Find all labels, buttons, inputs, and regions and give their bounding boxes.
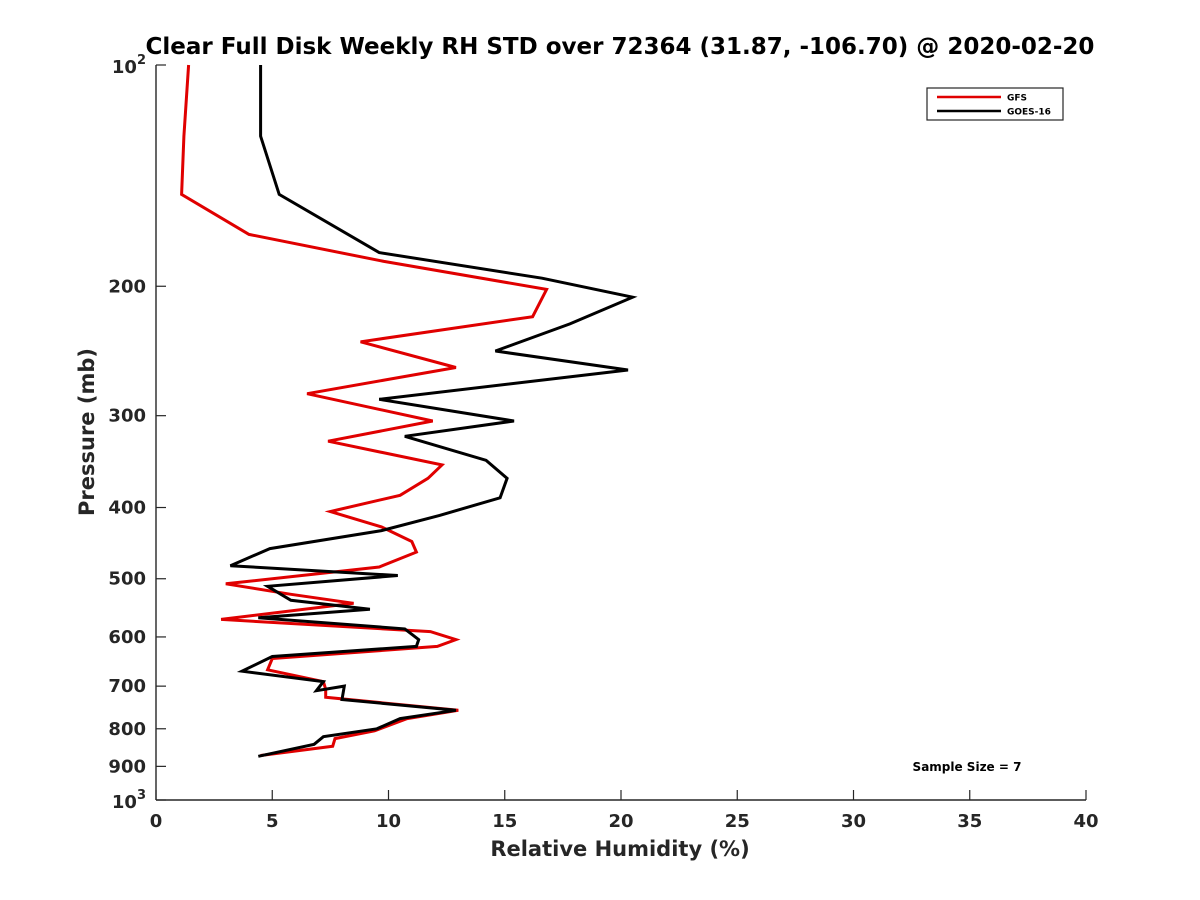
y-tick-label: 200 (108, 276, 146, 297)
x-tick-label: 25 (725, 811, 750, 832)
y-tick-label: 600 (108, 627, 146, 648)
y-tick-label: 103 (112, 788, 146, 813)
axes (155, 65, 1086, 801)
x-tick-label: 5 (266, 811, 279, 832)
x-tick-label: 15 (492, 811, 517, 832)
y-tick-label: 700 (108, 676, 146, 697)
series-line-goes-16 (229, 65, 638, 758)
y-axis-label: Pressure (mb) (75, 348, 99, 516)
y-tick-label: 500 (108, 569, 146, 590)
y-tick-label: 400 (108, 498, 146, 519)
y-tick-label: 300 (108, 406, 146, 427)
chart-title: Clear Full Disk Weekly RH STD over 72364… (146, 34, 1095, 60)
legend-box (926, 87, 1064, 121)
sample-size-annotation: Sample Size = 7 (913, 760, 1022, 774)
x-axis-ticks: 0 5 10 15 20 25 30 35 40 (150, 790, 1099, 832)
x-axis-label: Relative Humidity (%) (490, 837, 749, 861)
legend-label: GOES-16 (1007, 108, 1051, 118)
y-axis-ticks: 102 200 300 400 500 600 700 800 900 103 (108, 53, 166, 813)
x-tick-label: 40 (1073, 811, 1098, 832)
y-tick-label: 102 (112, 53, 146, 78)
legend: GFS GOES-16 (926, 87, 1064, 121)
legend-label: GFS (1007, 94, 1027, 104)
series-line-gfs (180, 64, 549, 757)
x-tick-label: 30 (841, 811, 866, 832)
x-tick-label: 0 (150, 811, 163, 832)
x-tick-label: 10 (376, 811, 401, 832)
y-tick-label: 900 (108, 756, 146, 777)
x-tick-label: 35 (957, 811, 982, 832)
series-layer (180, 64, 638, 758)
y-tick-label: 800 (108, 719, 146, 740)
x-tick-label: 20 (608, 811, 633, 832)
